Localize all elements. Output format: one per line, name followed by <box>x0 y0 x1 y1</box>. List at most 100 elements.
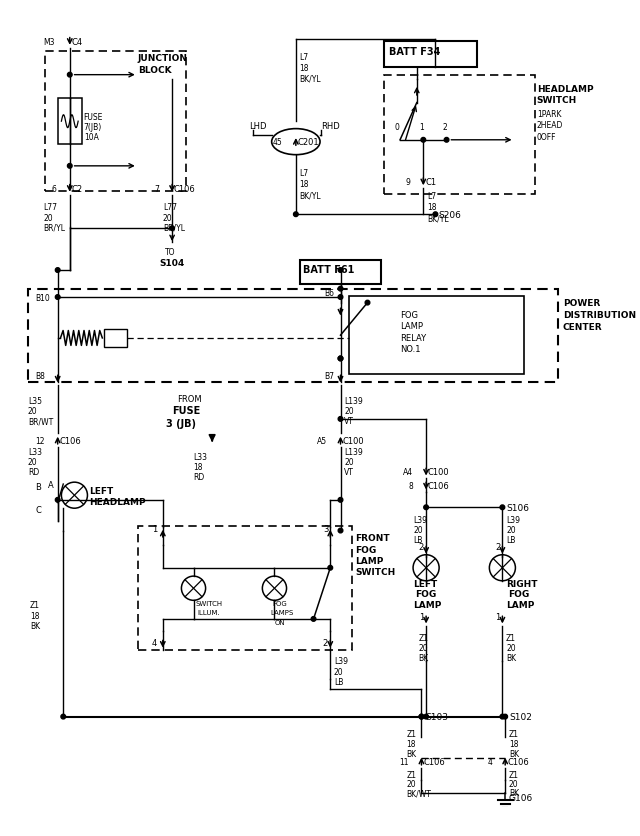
Text: Z1: Z1 <box>30 601 40 609</box>
Bar <box>138 526 351 650</box>
Text: 20: 20 <box>334 667 344 675</box>
Bar <box>28 289 558 382</box>
Text: G106: G106 <box>509 793 533 802</box>
Text: L39: L39 <box>413 515 427 524</box>
Text: 20: 20 <box>163 213 172 222</box>
Text: L139: L139 <box>344 396 363 405</box>
Circle shape <box>365 301 370 306</box>
Text: DISTRIBUTION: DISTRIBUTION <box>563 311 636 320</box>
Text: FOG: FOG <box>415 589 436 599</box>
Text: C106: C106 <box>174 185 196 193</box>
Text: BR/YL: BR/YL <box>44 223 66 232</box>
Text: Z1: Z1 <box>406 770 417 779</box>
Text: 10A: 10A <box>84 133 99 142</box>
Text: JUNCTION: JUNCTION <box>138 54 188 64</box>
Text: Z1: Z1 <box>506 634 516 642</box>
Text: C106: C106 <box>507 757 529 766</box>
Text: C106: C106 <box>428 482 450 491</box>
Text: LAMP: LAMP <box>506 599 534 609</box>
Text: C106: C106 <box>60 436 81 446</box>
Text: BK: BK <box>509 788 519 798</box>
Text: C100: C100 <box>342 436 364 446</box>
Bar <box>384 42 477 69</box>
Text: B6: B6 <box>324 288 334 298</box>
Circle shape <box>419 715 424 719</box>
Text: BK: BK <box>419 654 429 663</box>
Text: 2HEAD: 2HEAD <box>537 121 563 130</box>
Circle shape <box>338 287 343 292</box>
Text: 45: 45 <box>273 138 283 147</box>
Text: 20: 20 <box>419 644 428 652</box>
Circle shape <box>500 715 505 719</box>
Circle shape <box>424 715 428 719</box>
Text: 20: 20 <box>413 526 422 534</box>
Text: S102: S102 <box>509 712 532 721</box>
Text: RD: RD <box>193 472 205 482</box>
Circle shape <box>433 212 438 217</box>
Text: 7: 7 <box>154 185 159 193</box>
Text: SWITCH: SWITCH <box>195 600 223 606</box>
Text: BATT F34: BATT F34 <box>389 48 440 58</box>
Text: RHD: RHD <box>321 122 340 131</box>
Circle shape <box>67 165 72 169</box>
Circle shape <box>61 715 65 719</box>
Bar <box>300 261 381 284</box>
Text: 0: 0 <box>394 123 399 132</box>
Text: L7: L7 <box>300 53 308 62</box>
Text: 18: 18 <box>300 180 309 189</box>
Circle shape <box>338 295 343 300</box>
Circle shape <box>338 417 343 421</box>
Text: 6: 6 <box>52 185 57 193</box>
Bar <box>104 329 127 348</box>
Text: 0OFF: 0OFF <box>537 132 556 141</box>
Text: RELAY: RELAY <box>400 333 426 342</box>
Text: BK/YL: BK/YL <box>300 191 321 200</box>
Text: 20: 20 <box>28 406 38 415</box>
Text: BR/YL: BR/YL <box>163 223 185 232</box>
Bar <box>58 99 82 145</box>
Text: C201: C201 <box>298 138 319 147</box>
Circle shape <box>55 498 60 502</box>
Text: 7(JB): 7(JB) <box>84 123 102 132</box>
Text: 4: 4 <box>152 638 157 647</box>
Text: 3 (JB): 3 (JB) <box>166 418 196 428</box>
Circle shape <box>424 505 428 510</box>
Text: 4: 4 <box>487 757 492 766</box>
Text: 18: 18 <box>193 462 203 472</box>
Text: M3: M3 <box>43 38 54 47</box>
Text: BK: BK <box>406 749 417 758</box>
Text: 2: 2 <box>323 638 328 647</box>
Text: FUSE: FUSE <box>84 113 103 122</box>
Text: C100: C100 <box>428 468 449 477</box>
Text: FUSE: FUSE <box>172 405 200 415</box>
Text: B: B <box>35 482 41 492</box>
Text: VT: VT <box>344 417 354 426</box>
Text: B10: B10 <box>35 293 50 302</box>
Text: 20: 20 <box>44 213 53 222</box>
Text: SWITCH: SWITCH <box>355 568 396 576</box>
Text: ILLUM.: ILLUM. <box>197 609 220 615</box>
Text: C106: C106 <box>423 757 445 766</box>
Circle shape <box>294 212 298 217</box>
Text: 18: 18 <box>30 611 39 620</box>
Text: SWITCH: SWITCH <box>537 96 577 105</box>
Text: FOG: FOG <box>508 589 529 599</box>
Text: S206: S206 <box>438 211 461 220</box>
Text: 12: 12 <box>35 436 45 446</box>
Text: Z1: Z1 <box>509 770 519 779</box>
Text: L33: L33 <box>28 447 42 456</box>
Circle shape <box>503 715 508 719</box>
Circle shape <box>338 357 343 361</box>
Bar <box>349 297 524 375</box>
Text: 2: 2 <box>419 543 424 551</box>
Text: B8: B8 <box>35 371 45 380</box>
Text: 20: 20 <box>28 457 38 466</box>
Text: LHD: LHD <box>250 122 267 131</box>
Text: Z1: Z1 <box>419 634 429 642</box>
Text: 1: 1 <box>420 123 424 132</box>
Text: C4: C4 <box>72 38 83 47</box>
Circle shape <box>170 227 175 232</box>
Circle shape <box>55 295 60 300</box>
Text: C1: C1 <box>425 178 436 187</box>
Text: L77: L77 <box>44 203 58 212</box>
